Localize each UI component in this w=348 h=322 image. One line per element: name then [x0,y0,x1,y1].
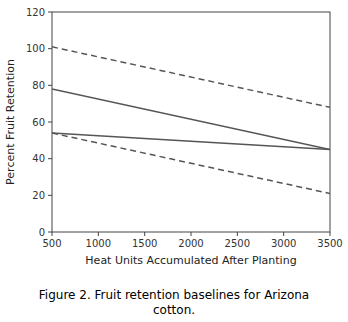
x-tick [52,232,53,236]
caption-line: cotton. [153,303,195,317]
plot-frame [52,12,330,232]
y-axis-label: Percent Fruit Retention [4,59,17,185]
y-tick-label: 100 [26,43,45,54]
chart: 500 1000 1500 2000 2500 3000 3500 0 20 40 60 80 100 1… [0,0,348,322]
x-tick-label: 500 [42,238,61,249]
caption-line: Figure 2. Fruit retention baselines for … [39,288,309,302]
x-axis-label: Heat Units Accumulated After Planting [85,254,296,267]
x-tick [237,232,238,236]
x-tick-label: 3500 [317,238,342,249]
y-tick [48,85,52,86]
x-tick [98,232,99,236]
y-tick [48,122,52,123]
series-line [52,133,330,194]
x-tick-label: 1000 [86,238,111,249]
y-tick-label: 0 [39,227,45,238]
x-tick-label: 2000 [178,238,203,249]
y-tick-label: 20 [32,190,45,201]
x-tick-label: 1500 [132,238,157,249]
x-tick [283,232,284,236]
x-tick-label: 2500 [225,238,250,249]
x-tick [330,232,331,236]
y-tick-label: 120 [26,7,45,18]
y-tick [48,195,52,196]
y-tick-label: 80 [32,80,45,91]
series-line [52,89,330,150]
series-line [52,133,330,150]
x-tick [191,232,192,236]
y-tick-label: 60 [32,117,45,128]
y-tick [48,48,52,49]
caption: Figure 2. Fruit retention baselines for … [39,288,309,317]
plot-lines [52,47,330,194]
x-tick-label: 3000 [271,238,296,249]
y-tick [48,12,52,13]
y-tick [48,232,52,233]
y-tick-label: 40 [32,153,45,164]
x-tick [144,232,145,236]
y-tick [48,158,52,159]
